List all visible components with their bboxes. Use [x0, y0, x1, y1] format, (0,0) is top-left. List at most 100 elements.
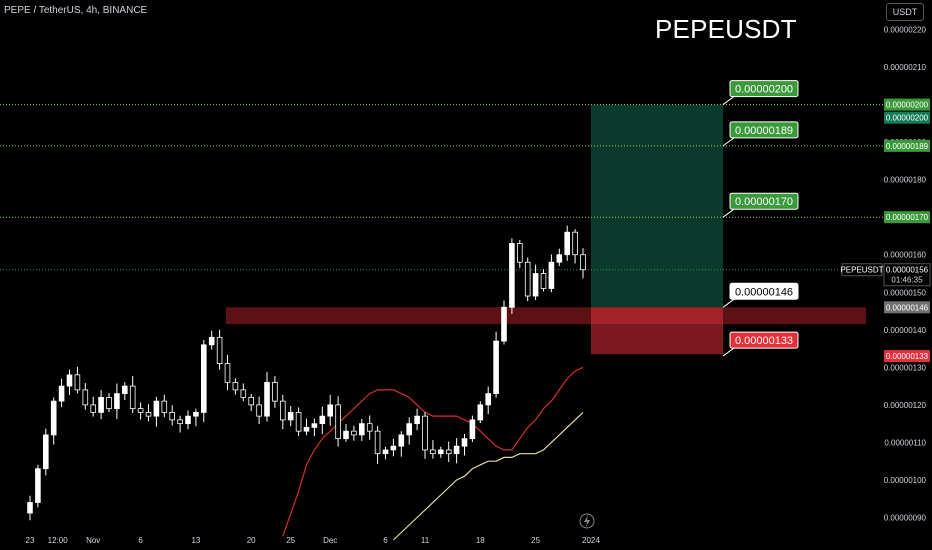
candle-body — [58, 385, 65, 402]
candle-body — [50, 400, 57, 436]
candle-body — [493, 340, 499, 395]
candle-body — [327, 404, 333, 417]
candle — [272, 376, 278, 408]
candle — [343, 423, 349, 442]
price-tag: 0.00000146 — [884, 301, 930, 314]
candle-body — [216, 336, 223, 364]
candle — [161, 394, 168, 418]
candle — [406, 417, 412, 445]
price-tag-box — [884, 350, 930, 363]
callout-pointer — [722, 137, 735, 147]
level-callout: 0.00000133 — [722, 331, 799, 357]
candle-body — [461, 438, 468, 447]
candle-body — [66, 374, 73, 387]
candle — [453, 438, 460, 464]
x-tick-label: 2024 — [582, 536, 600, 545]
candle — [193, 408, 199, 427]
price-tag: 0.00000170 — [884, 211, 930, 224]
candle-body — [232, 381, 239, 391]
candle-body — [82, 389, 89, 406]
candle — [224, 354, 231, 391]
candle — [50, 397, 57, 445]
price-tag-label: 0.00000146 — [886, 303, 929, 312]
candle — [311, 418, 318, 437]
candle-body — [224, 363, 231, 383]
candle — [580, 248, 586, 279]
callout-label: 0.00000133 — [735, 335, 793, 347]
lightning-icon[interactable] — [579, 513, 595, 529]
last-price-countdown: 01:46:35 — [891, 276, 923, 285]
symbol-header[interactable]: PEPE / TetherUS, 4h, BINANCE — [4, 5, 148, 16]
time-axis[interactable]: 23 12:00 Nov 6 13 20 25 Dec 6 11 18 25 2024 — [26, 536, 601, 545]
level-callout: 0.00000200 — [722, 80, 799, 105]
candle — [390, 438, 397, 457]
candle — [430, 440, 436, 459]
level-callout: 0.00000146 — [722, 282, 799, 308]
ma-slow-line — [392, 411, 584, 541]
candle — [493, 331, 499, 398]
candle-body — [524, 261, 531, 297]
candle-body — [556, 254, 563, 263]
candle — [556, 248, 563, 267]
callout-label: 0.00000189 — [735, 125, 793, 137]
candle — [501, 300, 507, 345]
y-tick-label: 0.00000100 — [884, 476, 927, 485]
candle — [548, 254, 555, 293]
price-tag: 0.00000200 — [884, 98, 930, 111]
entry-zone-overlap — [591, 307, 723, 325]
candle-body — [358, 423, 365, 436]
chart-big-title: PEPEUSDT — [655, 14, 797, 44]
candle — [524, 257, 531, 302]
candle — [66, 369, 73, 396]
candle — [517, 239, 523, 268]
candle — [232, 378, 239, 395]
callout-box — [729, 80, 799, 98]
candle-body — [477, 404, 484, 421]
currency-button[interactable]: USDT — [886, 3, 924, 21]
candle — [469, 415, 476, 442]
candle — [327, 394, 333, 426]
x-tick-label: 11 — [421, 536, 430, 545]
price-tag-label: 0.00000189 — [886, 142, 929, 151]
candle-body — [335, 404, 341, 440]
zones-layer — [226, 104, 866, 355]
level-lines-layer — [0, 104, 884, 271]
candle — [82, 383, 89, 410]
candle-body — [256, 404, 262, 417]
callouts-layer: 0.00000200 0.00000189 0.00000170 0.00000146… — [722, 80, 799, 357]
candle-body — [517, 243, 523, 263]
candle-body — [114, 393, 120, 410]
candle-body — [295, 411, 302, 432]
price-tag-label: 0.00000200 — [886, 114, 929, 123]
candle — [240, 383, 247, 402]
price-axis[interactable]: 0.00000090 0.00000100 0.00000110 0.00000120… — [840, 26, 931, 523]
candle-body — [430, 449, 436, 455]
candle — [58, 378, 65, 408]
last-price-symbol-box — [841, 263, 883, 277]
price-tag-box — [884, 98, 930, 111]
candle-body — [177, 419, 183, 425]
callout-box — [729, 121, 799, 139]
candle — [169, 405, 176, 426]
candle — [264, 372, 270, 422]
last-price-box — [883, 263, 931, 287]
x-tick-label: 13 — [191, 536, 200, 545]
callout-pointer — [722, 298, 735, 308]
candle — [351, 425, 357, 441]
candle — [208, 330, 215, 350]
y-tick-label: 0.00000180 — [884, 176, 927, 185]
x-tick-label: 18 — [476, 536, 485, 545]
candle-body — [374, 430, 381, 455]
y-tick-label: 0.00000150 — [884, 288, 927, 297]
y-tick-label: 0.00000210 — [884, 63, 927, 72]
candle-body — [580, 254, 586, 271]
moving-averages-layer — [282, 366, 584, 541]
candle — [366, 415, 373, 440]
x-tick-label: Nov — [86, 536, 100, 545]
price-tag-box — [884, 301, 930, 314]
candle-body — [248, 396, 255, 406]
candle-body — [74, 374, 81, 391]
callout-pointer — [722, 96, 735, 105]
candle-body — [485, 393, 491, 406]
